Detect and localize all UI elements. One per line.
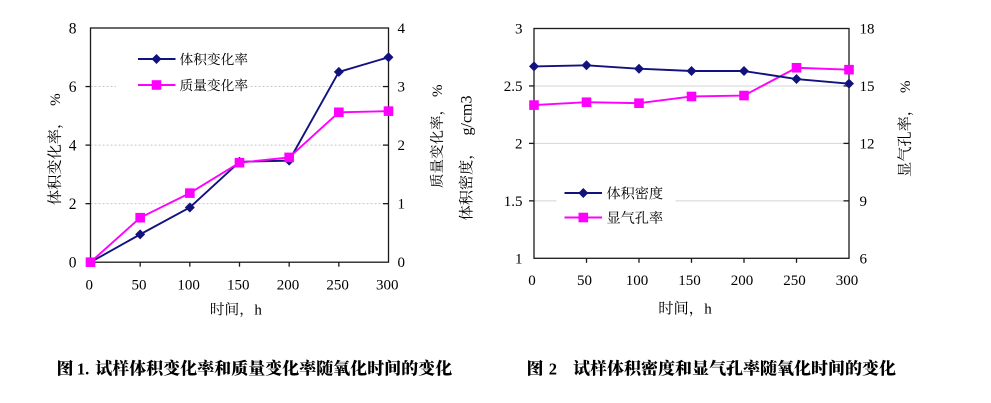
svg-text:1.5: 1.5 bbox=[504, 194, 523, 210]
svg-text:4: 4 bbox=[69, 138, 77, 155]
svg-text:%: % bbox=[898, 81, 914, 94]
svg-text:h: h bbox=[254, 302, 262, 318]
svg-text:150: 150 bbox=[678, 273, 701, 289]
svg-text:4: 4 bbox=[398, 21, 406, 37]
svg-text:6: 6 bbox=[860, 251, 868, 267]
svg-text:6: 6 bbox=[69, 79, 77, 96]
svg-text:0: 0 bbox=[398, 255, 406, 271]
svg-text:100: 100 bbox=[177, 278, 200, 294]
svg-text:15: 15 bbox=[860, 79, 875, 95]
svg-text:g/cm3: g/cm3 bbox=[459, 96, 476, 136]
svg-text:9: 9 bbox=[860, 194, 868, 210]
svg-text:0: 0 bbox=[69, 255, 77, 272]
svg-text:2: 2 bbox=[549, 359, 557, 378]
svg-text:3: 3 bbox=[515, 22, 523, 38]
svg-text:250: 250 bbox=[326, 278, 349, 294]
svg-text:50: 50 bbox=[577, 273, 592, 289]
svg-text:8: 8 bbox=[69, 20, 77, 37]
svg-text:2: 2 bbox=[515, 137, 523, 153]
svg-text:2: 2 bbox=[398, 138, 406, 154]
svg-text:%: % bbox=[430, 85, 446, 98]
svg-text:250: 250 bbox=[783, 273, 806, 289]
svg-text:12: 12 bbox=[860, 136, 875, 152]
svg-text:2.5: 2.5 bbox=[504, 79, 523, 95]
svg-text:3: 3 bbox=[398, 80, 406, 96]
svg-text:0: 0 bbox=[528, 273, 536, 289]
svg-text:200: 200 bbox=[731, 273, 754, 289]
svg-text:300: 300 bbox=[376, 278, 399, 294]
svg-text:50: 50 bbox=[131, 278, 146, 294]
svg-text:h: h bbox=[704, 302, 712, 318]
svg-text:0: 0 bbox=[86, 278, 94, 294]
svg-text:1: 1 bbox=[515, 252, 523, 268]
svg-text:200: 200 bbox=[277, 278, 300, 294]
svg-text:1.: 1. bbox=[77, 359, 89, 378]
svg-text:18: 18 bbox=[860, 21, 875, 37]
svg-text:%: % bbox=[48, 93, 64, 106]
svg-text:300: 300 bbox=[836, 273, 859, 289]
svg-text:2: 2 bbox=[69, 196, 77, 213]
svg-text:150: 150 bbox=[227, 278, 250, 294]
svg-text:100: 100 bbox=[626, 273, 649, 289]
svg-text:1: 1 bbox=[398, 197, 406, 213]
